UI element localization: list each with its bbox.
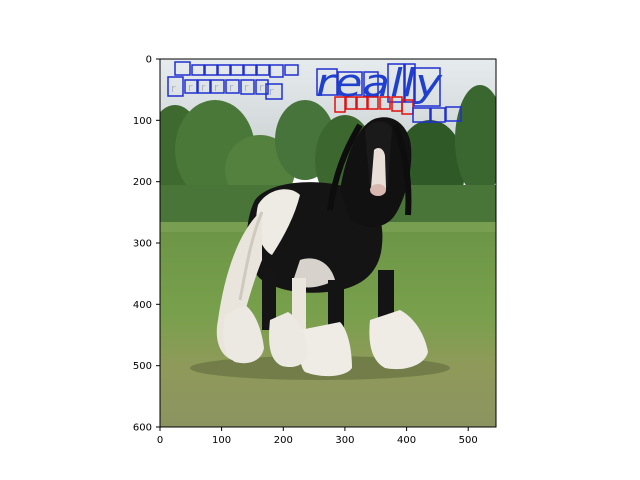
y-tick-label: 500 bbox=[133, 361, 152, 372]
svg-text:r: r bbox=[171, 82, 176, 95]
x-tick-label: 100 bbox=[212, 435, 231, 446]
y-tick-label: 300 bbox=[133, 239, 152, 250]
y-axis: 0 100 200 300 400 500 600 bbox=[133, 55, 160, 434]
blue-word-boxes-row-2 bbox=[167, 76, 283, 100]
x-tick-label: 500 bbox=[459, 435, 478, 446]
x-axis: 0 100 200 300 400 500 bbox=[157, 427, 478, 446]
red-word-boxes bbox=[334, 96, 414, 115]
x-tick-label: 200 bbox=[274, 435, 293, 446]
y-tick-label: 200 bbox=[133, 177, 152, 188]
svg-text:r: r bbox=[244, 81, 249, 94]
svg-text:r: r bbox=[269, 85, 274, 98]
x-tick-label: 400 bbox=[397, 435, 416, 446]
horse bbox=[190, 117, 450, 380]
x-tick-label: 0 bbox=[157, 435, 163, 446]
svg-text:r: r bbox=[259, 81, 264, 94]
svg-text:r: r bbox=[188, 81, 193, 94]
svg-text:r: r bbox=[214, 81, 219, 94]
y-tick-label: 0 bbox=[146, 55, 152, 66]
photo bbox=[160, 59, 496, 427]
blue-word-boxes-row-3 bbox=[412, 106, 462, 123]
y-tick-label: 100 bbox=[133, 116, 152, 127]
x-tick-label: 300 bbox=[335, 435, 354, 446]
svg-text:r: r bbox=[229, 81, 234, 94]
y-tick-label: 600 bbox=[133, 423, 152, 434]
blue-word-boxes-row-1 bbox=[174, 61, 299, 78]
y-tick-label: 400 bbox=[133, 300, 152, 311]
svg-text:r: r bbox=[201, 81, 206, 94]
